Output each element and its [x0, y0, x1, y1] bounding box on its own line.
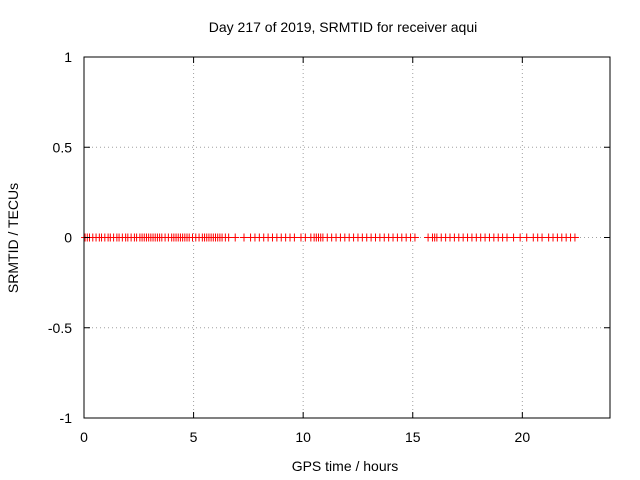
x-axis-ticks: 0 5 10 15 20: [80, 57, 530, 445]
y-tick-label: -0.5: [48, 320, 72, 336]
x-tick-label: 20: [515, 429, 531, 445]
chart-title: Day 217 of 2019, SRMTID for receiver aqu…: [209, 19, 477, 35]
x-tick-label: 10: [295, 429, 311, 445]
y-tick-label: -1: [60, 410, 73, 426]
y-axis-ticks: -1 -0.5 0 0.5 1: [48, 49, 610, 426]
y-tick-label: 0: [64, 230, 72, 246]
data-points: [81, 233, 579, 242]
x-axis-label: GPS time / hours: [292, 458, 399, 474]
x-tick-label: 15: [405, 429, 421, 445]
data-point: [231, 233, 240, 242]
x-tick-label: 0: [80, 429, 88, 445]
y-axis-label: SRMTID / TECUs: [5, 183, 21, 293]
y-tick-label: 1: [64, 49, 72, 65]
x-tick-label: 5: [190, 429, 198, 445]
y-tick-label: 0.5: [53, 139, 73, 155]
data-point: [570, 233, 579, 242]
data-point: [410, 233, 419, 242]
